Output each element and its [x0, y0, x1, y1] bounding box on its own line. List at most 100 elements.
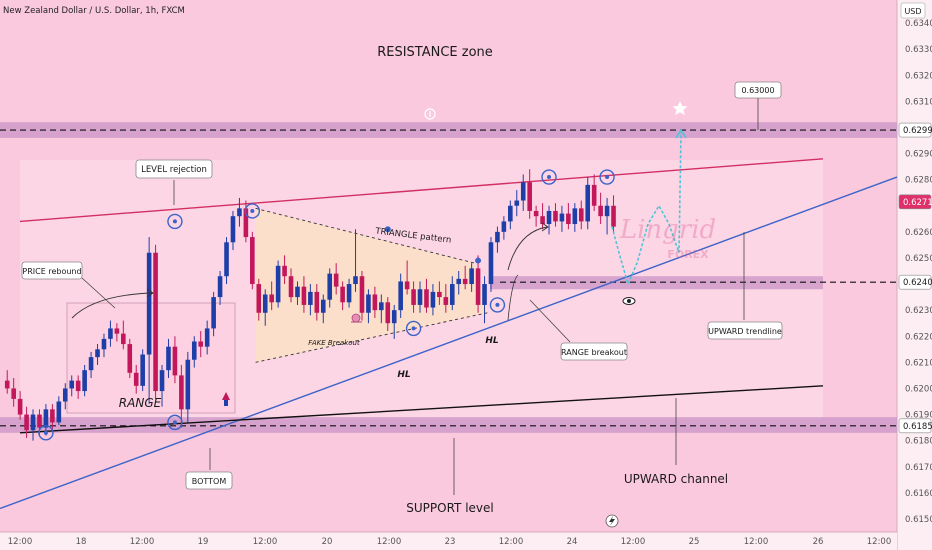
- watermark-top: Lingrid: [619, 215, 716, 245]
- candle: [101, 333, 107, 358]
- time-axis-ticks: 12:00 18 12:00 19 12:00 20 12:00 23 12:00 24 12:00…: [8, 537, 892, 547]
- candle: [159, 364, 165, 407]
- time-tick: 18: [76, 537, 87, 547]
- lightning-icon: [605, 514, 619, 528]
- candle: [553, 203, 558, 227]
- price-rebound-box: PRICE rebound: [21, 261, 83, 280]
- price-tick: 0.63400: [905, 19, 932, 29]
- price-rebound-connector: [81, 277, 116, 309]
- candle: [121, 320, 126, 350]
- time-tick: 19: [198, 537, 209, 547]
- marker-circle: [38, 425, 54, 441]
- time-tick: 12:00: [621, 537, 646, 547]
- candle: [166, 338, 171, 379]
- candle: [17, 391, 23, 420]
- candle: [50, 404, 55, 431]
- marker-circle: [489, 297, 506, 313]
- watermark: Lingrid FOREX: [619, 215, 716, 261]
- bottom-box: BOTTOM: [185, 471, 233, 490]
- price-tick: 0.61500: [905, 515, 932, 525]
- price-tick: 0.61900: [905, 411, 932, 421]
- candle: [211, 291, 216, 337]
- price-tick: 0.62000: [905, 384, 932, 394]
- breakout-arrow-2: [507, 274, 519, 321]
- snail-icon: [351, 313, 362, 323]
- candle: [469, 263, 474, 292]
- candle: [269, 281, 274, 311]
- marker-circle: [541, 169, 557, 185]
- candle: [566, 203, 571, 230]
- candle: [217, 271, 223, 305]
- triangle-upper-line: [255, 207, 475, 264]
- candle: [591, 174, 597, 211]
- candle: [572, 203, 578, 232]
- trendlines-layer: [0, 158, 898, 510]
- time-tick: 12:00: [377, 537, 402, 547]
- candle: [262, 289, 268, 326]
- price-tick: 0.62200: [905, 332, 932, 342]
- candle: [527, 169, 532, 219]
- candle: [282, 255, 287, 285]
- candle: [62, 383, 68, 410]
- candle: [114, 323, 120, 342]
- support-trendline: [19, 385, 824, 434]
- candle: [578, 200, 584, 230]
- time-tick: 23: [445, 537, 456, 547]
- target-value-label: 0.63000: [741, 86, 774, 95]
- currency-box[interactable]: USD: [900, 2, 926, 19]
- pivot-dot: [475, 257, 482, 264]
- marker-circle: [405, 320, 422, 337]
- candle: [559, 205, 565, 232]
- candle: [320, 294, 326, 324]
- candle: [437, 281, 442, 305]
- resistance-zone-label: RESISTANCE zone: [377, 45, 493, 60]
- time-tick: 12:00: [8, 537, 33, 547]
- candle: [391, 304, 397, 339]
- star-icon: [672, 101, 688, 115]
- candle: [456, 271, 462, 295]
- rebound-arrow-head: [146, 288, 154, 298]
- svg-text:0.61857: 0.61857: [903, 422, 932, 432]
- candle: [495, 226, 500, 253]
- price-tick: 0.62600: [905, 228, 932, 238]
- price-tick: 0.63100: [905, 97, 932, 107]
- price-tick: 0.63300: [905, 45, 932, 55]
- candle: [340, 281, 345, 311]
- candle: [204, 320, 210, 355]
- time-tick: 12:00: [499, 537, 524, 547]
- candle: [256, 278, 262, 321]
- hl-label-1: HL: [397, 370, 411, 380]
- candle: [546, 205, 552, 235]
- candle: [308, 284, 313, 316]
- candle: [146, 237, 152, 405]
- time-tick: 12:00: [130, 537, 155, 547]
- marker-circle: [167, 414, 183, 431]
- price-tick: 0.62900: [905, 150, 932, 160]
- resistance-zone: [0, 122, 897, 138]
- candle: [417, 281, 423, 313]
- candle: [108, 320, 113, 347]
- candle: [237, 197, 242, 227]
- candle: [540, 203, 545, 230]
- markers-layer: [38, 169, 615, 441]
- symbol-title[interactable]: New Zealand Dollar / U.S. Dollar, 1h, FX…: [3, 6, 185, 16]
- candle: [185, 351, 191, 423]
- candle: [404, 260, 410, 295]
- support-level-label: SUPPORT level: [406, 501, 493, 515]
- price-tick: 0.61700: [905, 463, 932, 473]
- time-tick: 12:00: [253, 537, 278, 547]
- resistance-trendline: [19, 158, 824, 223]
- candle: [69, 375, 75, 397]
- price-rebound-label: PRICE rebound: [22, 267, 81, 276]
- support-zone: [0, 417, 897, 433]
- range-label: RANGE: [119, 396, 162, 410]
- candle: [75, 375, 81, 399]
- range-breakout-connector: [529, 299, 571, 343]
- candle: [95, 344, 100, 365]
- candle: [372, 286, 378, 318]
- svg-text:0.62407: 0.62407: [903, 278, 932, 288]
- candle: [191, 336, 197, 368]
